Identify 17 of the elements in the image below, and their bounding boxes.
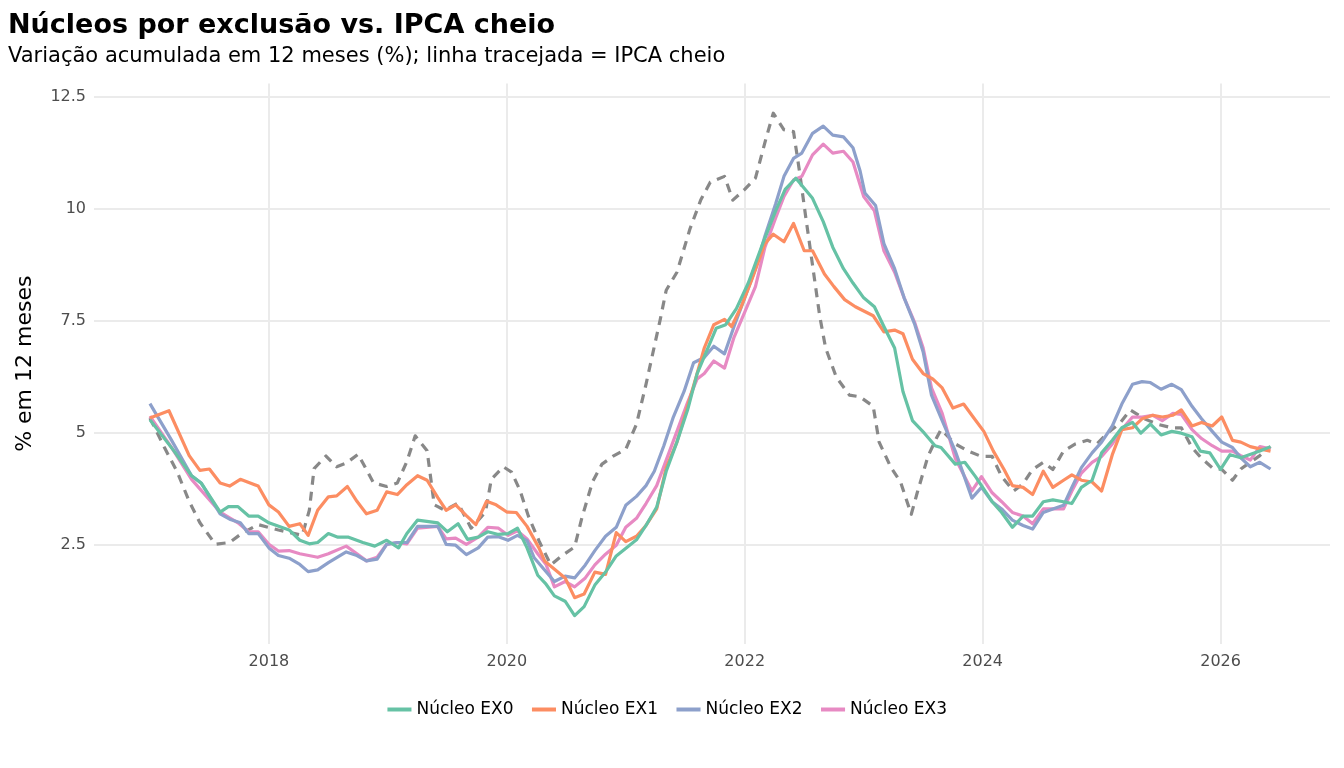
y-tick-label: 7.5: [60, 310, 87, 330]
legend-label: Núcleo EX2: [705, 697, 803, 718]
legend-label: Núcleo EX0: [416, 697, 514, 718]
chart-subtitle: Variação acumulada em 12 meses (%); linha tracejada = IPCA cheio: [8, 43, 726, 68]
y-tick-label: 12.5: [50, 86, 87, 106]
x-tick-label: 2022: [724, 650, 766, 670]
y-tick-label: 2.5: [60, 534, 87, 554]
y-axis-title: % em 12 meses: [10, 275, 36, 452]
legend-label: Núcleo EX3: [850, 697, 948, 718]
x-tick-label: 2020: [486, 650, 528, 670]
y-tick-label: 10: [65, 198, 87, 218]
x-tick-label: 2026: [1200, 650, 1241, 670]
legend-label: Núcleo EX1: [560, 697, 658, 718]
x-tick-label: 2018: [248, 650, 290, 670]
chart-title: Núcleos por exclusão vs. IPCA cheio: [8, 8, 556, 40]
x-tick-label: 2024: [962, 650, 1003, 670]
y-tick-label: 5: [75, 422, 87, 442]
